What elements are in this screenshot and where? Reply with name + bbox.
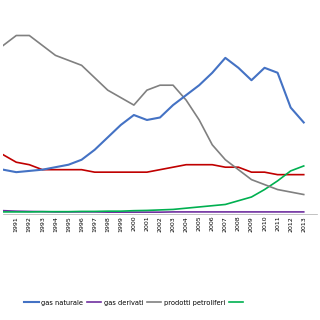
Legend: gas naturale, gas derivati, prodotti petroliferi, : gas naturale, gas derivati, prodotti pet… — [21, 297, 249, 308]
